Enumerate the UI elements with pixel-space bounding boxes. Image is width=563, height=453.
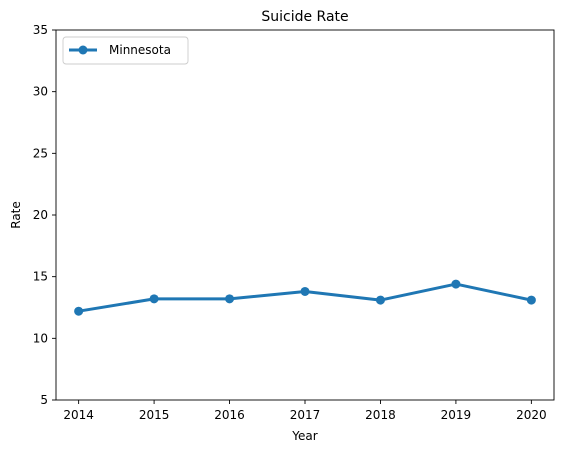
data-point: [526, 295, 536, 305]
x-tick-label: 2014: [63, 408, 94, 422]
data-point: [451, 279, 461, 289]
data-point: [225, 294, 235, 304]
legend-label: Minnesota: [109, 43, 171, 57]
x-tick-label: 2016: [214, 408, 245, 422]
y-tick-label: 30: [33, 85, 48, 99]
legend-marker: [78, 45, 88, 55]
axes-frame: [55, 29, 555, 401]
x-axis: 2014 2015 2016 2017 2018 2019 2020: [63, 400, 547, 422]
legend-box: [62, 36, 189, 65]
data-point: [149, 294, 159, 304]
data-point: [300, 286, 310, 296]
x-tick-label: 2015: [139, 408, 170, 422]
y-tick-label: 25: [33, 146, 48, 160]
x-tick-label: 2017: [290, 408, 321, 422]
y-tick-label: 35: [33, 23, 48, 37]
x-tick-label: 2019: [441, 408, 472, 422]
y-axis: 5 10 15 20 25 30 35: [33, 23, 56, 407]
y-tick-label: 15: [33, 270, 48, 284]
y-axis-label: Rate: [9, 201, 23, 229]
y-tick-label: 10: [33, 331, 48, 345]
y-tick-label: 5: [40, 393, 48, 407]
x-tick-label: 2020: [516, 408, 547, 422]
plot-area: [55, 29, 555, 401]
x-axis-label: Year: [291, 429, 317, 443]
x-tick-label: 2018: [365, 408, 396, 422]
data-point: [74, 306, 84, 316]
series-minnesota: [74, 279, 536, 316]
data-point: [375, 295, 385, 305]
chart-title: Suicide Rate: [261, 9, 348, 25]
legend: Minnesota: [62, 36, 189, 65]
y-tick-label: 20: [33, 208, 48, 222]
